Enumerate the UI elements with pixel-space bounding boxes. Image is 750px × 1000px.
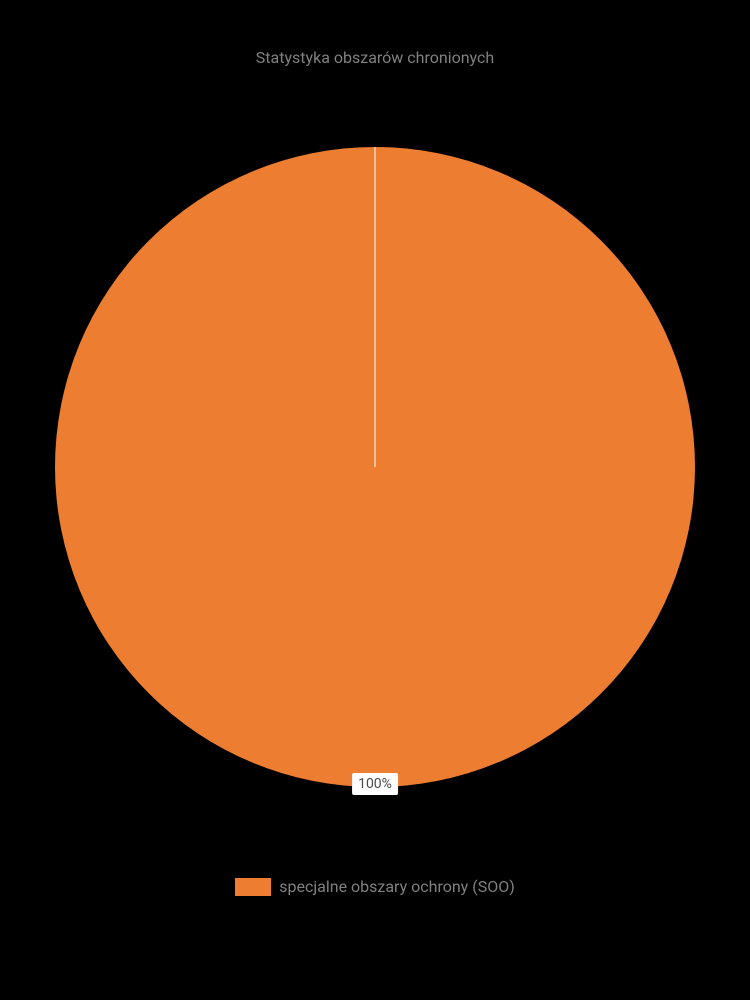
data-label-soo: 100% — [352, 773, 398, 795]
pie-radius-line — [375, 147, 376, 467]
legend-label-soo: specjalne obszary ochrony (SOO) — [279, 877, 515, 896]
chart-title: Statystyka obszarów chronionych — [256, 48, 494, 67]
legend: specjalne obszary ochrony (SOO) — [235, 877, 515, 896]
legend-swatch-soo — [235, 878, 271, 896]
pie-chart: 100% — [55, 147, 695, 787]
